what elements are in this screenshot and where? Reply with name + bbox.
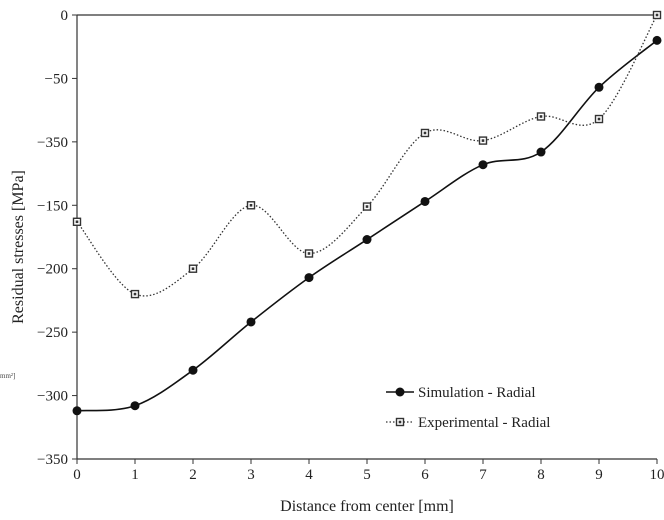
data-point-center <box>365 205 369 208</box>
legend-marker <box>395 387 405 397</box>
x-ticks: 0 1 2 3 4 5 6 7 8 9 10 <box>73 459 664 483</box>
data-point-center <box>423 131 427 135</box>
series-layer <box>72 10 662 416</box>
x-tick-label: 7 <box>479 467 487 483</box>
data-point <box>420 196 430 206</box>
y-tick-label: −350 <box>37 452 68 468</box>
y-ticks: 0 −50 −350 −150 −200 −250 −300 −350 <box>37 8 77 468</box>
y-tick-label: 0 <box>61 8 69 24</box>
data-point-center <box>481 139 485 142</box>
y-tick-label: −150 <box>37 198 68 214</box>
data-point <box>72 406 82 416</box>
data-point-center <box>597 117 601 121</box>
data-point <box>362 235 372 245</box>
y-tick-label: −300 <box>37 389 68 405</box>
y-tick-label: −50 <box>45 71 68 87</box>
data-point <box>652 35 662 45</box>
x-tick-label: 5 <box>363 467 371 483</box>
stray-unit-label: mm²] <box>0 372 15 380</box>
x-tick-label: 8 <box>537 467 545 483</box>
data-point <box>594 82 604 92</box>
x-tick-label: 9 <box>595 467 603 483</box>
series-line <box>76 14 658 297</box>
series-experimental-radial <box>72 10 662 299</box>
data-point-center <box>133 292 137 296</box>
data-point <box>188 365 198 375</box>
data-point-center <box>191 267 195 271</box>
data-point-center <box>655 13 659 17</box>
y-axis-title: Residual stresses [MPa] <box>10 170 27 324</box>
legend-label: Simulation - Radial <box>418 385 536 401</box>
data-point <box>536 147 546 157</box>
y-tick-label: −350 <box>37 135 68 151</box>
x-tick-label: 2 <box>189 467 197 483</box>
x-axis-title: Distance from center [mm] <box>280 498 454 515</box>
x-tick-label: 10 <box>650 467 664 483</box>
y-tick-label: −200 <box>37 262 68 278</box>
x-tick-label: 3 <box>247 467 255 483</box>
x-tick-label: 6 <box>421 467 429 483</box>
data-point <box>304 273 314 283</box>
x-tick-label: 1 <box>131 467 139 483</box>
series-line <box>76 39 658 412</box>
legend: Simulation - Radial Experimental - Radial <box>386 385 550 431</box>
data-point-center <box>249 203 253 207</box>
legend-item: Simulation - Radial <box>386 385 536 401</box>
data-point <box>478 160 488 170</box>
y-tick-label: −250 <box>37 325 68 341</box>
legend-item: Experimental - Radial <box>386 415 550 431</box>
legend-label: Experimental - Radial <box>418 415 550 431</box>
series-simulation-radial <box>72 35 662 416</box>
x-tick-label: 4 <box>305 467 313 483</box>
legend-marker-center <box>398 420 402 424</box>
data-point <box>246 317 256 327</box>
data-point <box>130 401 140 411</box>
data-point-center <box>539 115 543 118</box>
data-point-center <box>75 220 79 224</box>
data-point-center <box>307 252 311 255</box>
x-tick-label: 0 <box>73 467 81 483</box>
